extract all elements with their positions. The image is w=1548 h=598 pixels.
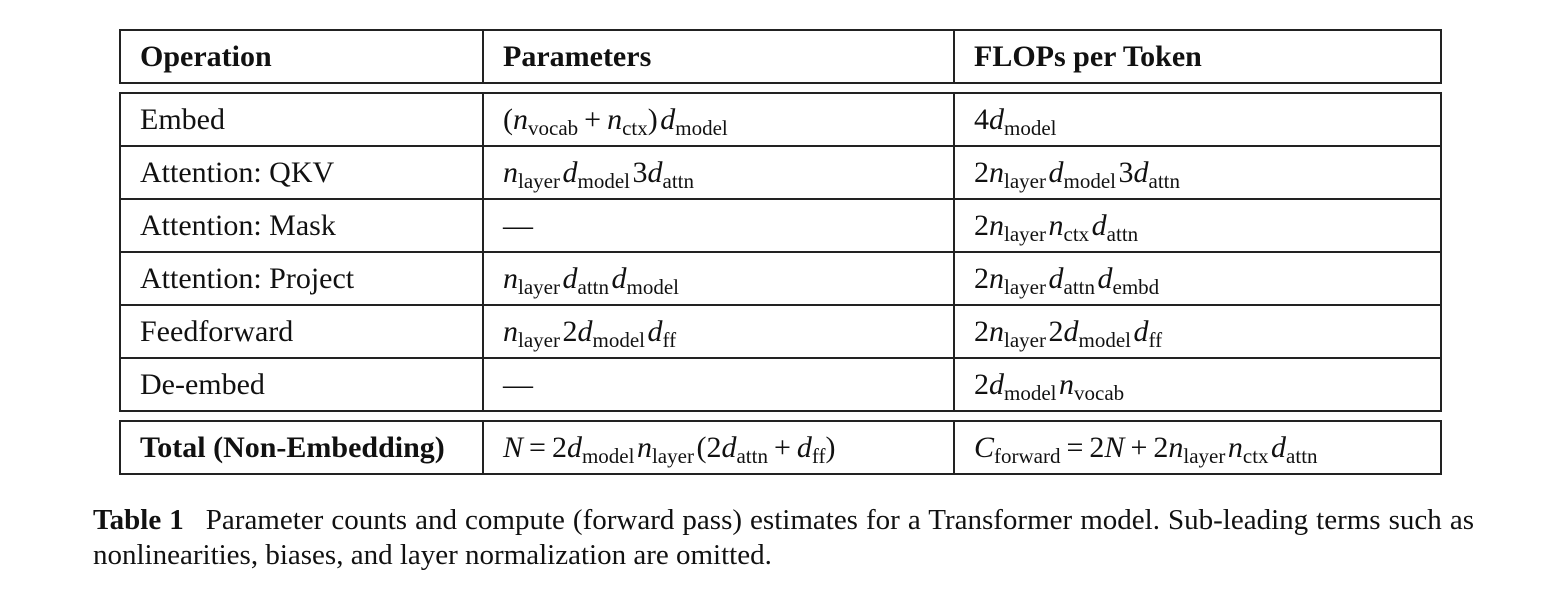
math-symbol: nlayer <box>989 208 1046 246</box>
parameters-cell: (nvocab + nctx) dmodel <box>482 92 955 147</box>
math-symbol: dmodel <box>1048 155 1117 193</box>
table-row: De-embed —2dmodel nvocab <box>119 357 1442 412</box>
table-header: Operation Parameters FLOPs per Token <box>119 29 1442 84</box>
math-symbol: nlayer <box>503 314 560 352</box>
operation-cell: Embed <box>119 92 484 147</box>
math-symbol: dmodel <box>660 102 728 140</box>
math-symbol: nlayer <box>1168 430 1226 468</box>
header-row: Operation Parameters FLOPs per Token <box>119 29 1442 84</box>
math-symbol: dattn <box>647 155 695 193</box>
total-flops: Cforward = 2N + 2nlayer nctx dattn <box>953 420 1442 475</box>
total-row: Total (Non-Embedding) N = 2dmodel nlayer… <box>119 420 1442 475</box>
math-symbol: dff <box>796 430 826 468</box>
table-row: Attention: Project nlayer dattn dmodel 2nl… <box>119 251 1442 306</box>
math-symbol: dattn <box>1091 208 1139 246</box>
table-caption: Table 1 Parameter counts and compute (for… <box>93 503 1474 573</box>
total-operation: Total (Non-Embedding) <box>119 420 484 475</box>
math-symbol: nlayer <box>989 155 1046 193</box>
math-symbol: dmodel <box>566 430 635 468</box>
flops-cell: 2nlayer 2dmodel dff <box>953 304 1442 359</box>
math-symbol: dmodel <box>989 102 1057 140</box>
math-symbol: dmodel <box>611 261 680 299</box>
math-symbol: nlayer <box>503 155 560 193</box>
operation-cell: Feedforward <box>119 304 484 359</box>
flops-cell: 2nlayer nctx dattn <box>953 198 1442 253</box>
math-symbol: nvocab <box>513 102 579 140</box>
math-symbol: dmodel <box>989 367 1057 405</box>
table-row: Attention: Mask —2nlayer nctx dattn <box>119 198 1442 253</box>
parameters-cell: nlayer dattn dmodel <box>482 251 955 306</box>
parameter-flops-table: Operation Parameters FLOPs per Token Emb… <box>119 29 1442 475</box>
parameters-cell: — <box>482 357 955 412</box>
header-operation: Operation <box>119 29 484 84</box>
math-symbol: nlayer <box>636 430 694 468</box>
operation-cell: Attention: QKV <box>119 145 484 200</box>
flops-cell: 2dmodel nvocab <box>953 357 1442 412</box>
math-symbol: dff <box>1133 314 1163 352</box>
math-symbol: nctx <box>607 102 648 140</box>
math-symbol: nvocab <box>1059 367 1125 405</box>
table-row: Attention: QKV nlayer dmodel 3dattn 2nlaye… <box>119 145 1442 200</box>
math-symbol: nctx <box>1048 208 1090 246</box>
math-symbol: dattn <box>721 430 768 468</box>
operation-cell: Attention: Project <box>119 251 484 306</box>
operation-cell: Attention: Mask <box>119 198 484 253</box>
math-symbol: N <box>503 430 524 464</box>
math-symbol: dmodel <box>1063 314 1132 352</box>
math-symbol: Cforward <box>974 430 1061 468</box>
math-symbol: dattn <box>562 261 610 299</box>
parameters-cell: nlayer 2dmodel dff <box>482 304 955 359</box>
caption-text: Parameter counts and compute (forward pa… <box>93 504 1474 571</box>
flops-cell: 2nlayer dmodel 3dattn <box>953 145 1442 200</box>
table-row: Feedforward nlayer 2dmodel dff 2nlayer 2dm… <box>119 304 1442 359</box>
math-symbol: nlayer <box>989 261 1046 299</box>
header-flops: FLOPs per Token <box>953 29 1442 84</box>
header-parameters: Parameters <box>482 29 955 84</box>
total-parameters: N = 2dmodel nlayer (2dattn + dff) <box>482 420 955 475</box>
caption-label: Table 1 <box>93 504 184 536</box>
table-total: Total (Non-Embedding) N = 2dmodel nlayer… <box>119 420 1442 475</box>
math-symbol: nlayer <box>989 314 1046 352</box>
math-symbol: dff <box>647 314 677 352</box>
parameters-cell: nlayer dmodel 3dattn <box>482 145 955 200</box>
table-row: Embed (nvocab + nctx) dmodel 4dmodel <box>119 92 1442 147</box>
math-symbol: nlayer <box>503 261 560 299</box>
math-symbol: dembd <box>1097 261 1160 299</box>
operation-cell: De-embed <box>119 357 484 412</box>
flops-cell: 2nlayer dattn dembd <box>953 251 1442 306</box>
math-symbol: dattn <box>1048 261 1096 299</box>
math-symbol: N <box>1104 430 1125 464</box>
table-body: Embed (nvocab + nctx) dmodel 4dmodel Attent… <box>119 92 1442 412</box>
math-symbol: dattn <box>1271 430 1318 468</box>
flops-cell: 4dmodel <box>953 92 1442 147</box>
math-symbol: dattn <box>1133 155 1181 193</box>
math-symbol: dmodel <box>577 314 646 352</box>
parameters-cell: — <box>482 198 955 253</box>
math-symbol: dmodel <box>562 155 631 193</box>
math-symbol: nctx <box>1227 430 1269 468</box>
